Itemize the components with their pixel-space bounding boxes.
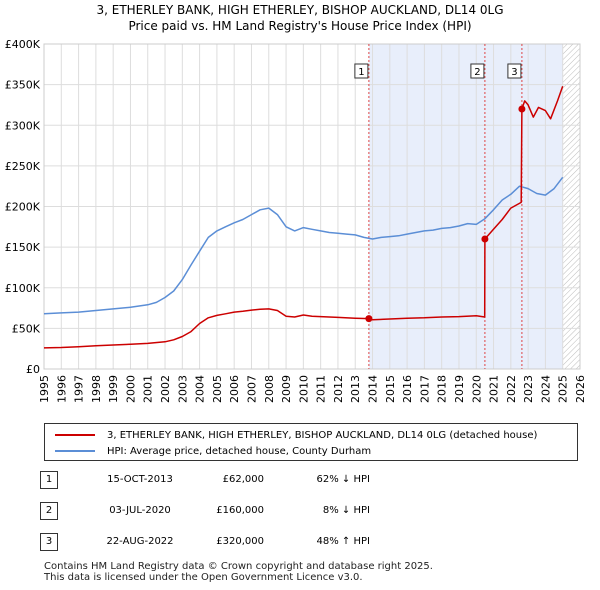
sale-date: 22-AUG-2022 — [106, 536, 174, 547]
x-tick-label: 2014 — [367, 375, 380, 403]
x-tick-label: 2024 — [539, 375, 552, 403]
x-tick-label: 2001 — [142, 375, 155, 403]
x-tick-label: 2002 — [159, 375, 172, 403]
y-tick-label: £150K — [5, 241, 41, 254]
chart-title: 3, ETHERLEY BANK, HIGH ETHERLEY, BISHOP … — [0, 2, 600, 34]
x-tick-label: 2004 — [194, 375, 207, 403]
y-tick-label: £200K — [5, 201, 41, 214]
x-tick-label: 2015 — [384, 375, 397, 403]
x-tick-label: 2022 — [505, 375, 518, 403]
sale-row: 2 03-JUL-2020 £160,000 8% ↓ HPI — [40, 502, 440, 520]
plot-frame — [43, 43, 581, 370]
legend-swatch-property — [55, 434, 95, 436]
price-chart: £0 £50K £100K £150K £200K £250K £300K £350K £400… — [5, 38, 587, 403]
sale-hpi-diff: 62% ↓ HPI — [316, 474, 370, 485]
hpi-series-line — [43, 176, 564, 315]
sale-marker-label: 1 — [358, 67, 364, 78]
sale-date: 03-JUL-2020 — [109, 505, 171, 516]
y-tick-label: £300K — [5, 119, 41, 132]
y-tick-label: £0 — [26, 363, 40, 376]
x-tick-label: 2021 — [488, 375, 501, 403]
property-series-line — [43, 86, 564, 349]
chart-title-line: 3, ETHERLEY BANK, HIGH ETHERLEY, BISHOP … — [96, 3, 504, 17]
x-tick-label: 2017 — [418, 375, 431, 403]
legend-item-property: 3, ETHERLEY BANK, HIGH ETHERLEY, BISHOP … — [55, 427, 537, 443]
y-tick-label: £250K — [5, 160, 41, 173]
sale-number-badge: 1 — [40, 471, 58, 489]
x-tick-label: 2003 — [176, 375, 189, 403]
sale-marker-label: 2 — [474, 67, 480, 78]
legend: 3, ETHERLEY BANK, HIGH ETHERLEY, BISHOP … — [44, 423, 578, 461]
y-tick-label: £50K — [12, 322, 41, 335]
legend-label-hpi: HPI: Average price, detached house, Coun… — [107, 445, 372, 457]
x-tick-label: 2010 — [297, 375, 310, 403]
x-tick-label: 2000 — [124, 375, 137, 403]
x-tick-label: 2018 — [436, 375, 449, 403]
legend-item-hpi: HPI: Average price, detached house, Coun… — [55, 443, 371, 459]
sale-point — [365, 315, 373, 323]
x-tick-label: 1996 — [55, 375, 68, 403]
sale-marker-badge — [470, 63, 485, 79]
footer-copyright: Contains HM Land Registry data © Crown c… — [44, 561, 433, 572]
sale-marker-label: 3 — [511, 67, 517, 78]
x-tick-label: 2020 — [470, 375, 483, 403]
x-tick-label: 2016 — [401, 375, 414, 403]
x-tick-label: 1998 — [90, 375, 103, 403]
legend-label-property: 3, ETHERLEY BANK, HIGH ETHERLEY, BISHOP … — [107, 429, 538, 441]
x-tick-label: 2011 — [315, 375, 328, 403]
x-tick-label: 2012 — [332, 375, 345, 403]
x-tick-label: 2019 — [453, 375, 466, 403]
sale-point — [518, 105, 526, 113]
sale-number-badge: 2 — [40, 502, 58, 520]
y-tick-label: £400K — [5, 38, 41, 51]
sale-row: 1 15-OCT-2013 £62,000 62% ↓ HPI — [40, 471, 440, 489]
sale-marker-badge — [507, 63, 522, 79]
x-tick-label: 2025 — [557, 375, 570, 403]
x-tick-label: 2007 — [245, 375, 258, 403]
sale-point — [481, 235, 489, 243]
x-tick-label: 1995 — [38, 375, 51, 403]
y-tick-label: £100K — [5, 282, 41, 295]
x-tick-label: 1999 — [107, 375, 120, 403]
chart-subtitle: Price paid vs. HM Land Registry's House … — [128, 19, 472, 33]
sale-hpi-diff: 8% ↓ HPI — [322, 505, 370, 516]
x-tick-label: 2005 — [211, 375, 224, 403]
sale-price: £320,000 — [216, 536, 264, 547]
x-tick-label: 1997 — [73, 375, 86, 403]
sale-number-badge: 3 — [40, 533, 58, 551]
sale-hpi-diff: 48% ↑ HPI — [316, 536, 370, 547]
sale-marker-badge — [354, 63, 369, 79]
footer: Contains HM Land Registry data © Crown c… — [44, 561, 433, 583]
x-tick-label: 2026 — [574, 375, 587, 403]
legend-swatch-hpi — [55, 450, 95, 452]
x-tick-label: 2006 — [228, 375, 241, 403]
x-tick-label: 2013 — [349, 375, 362, 403]
x-tick-label: 2009 — [280, 375, 293, 403]
x-tick-label: 2023 — [522, 375, 535, 403]
x-tick-label: 2008 — [263, 375, 276, 403]
sale-price: £62,000 — [222, 474, 264, 485]
sale-date: 15-OCT-2013 — [107, 474, 173, 485]
sale-price: £160,000 — [216, 505, 264, 516]
footer-licence: This data is licensed under the Open Gov… — [44, 572, 363, 583]
sale-row: 3 22-AUG-2022 £320,000 48% ↑ HPI — [40, 533, 440, 551]
y-tick-label: £350K — [5, 79, 41, 92]
